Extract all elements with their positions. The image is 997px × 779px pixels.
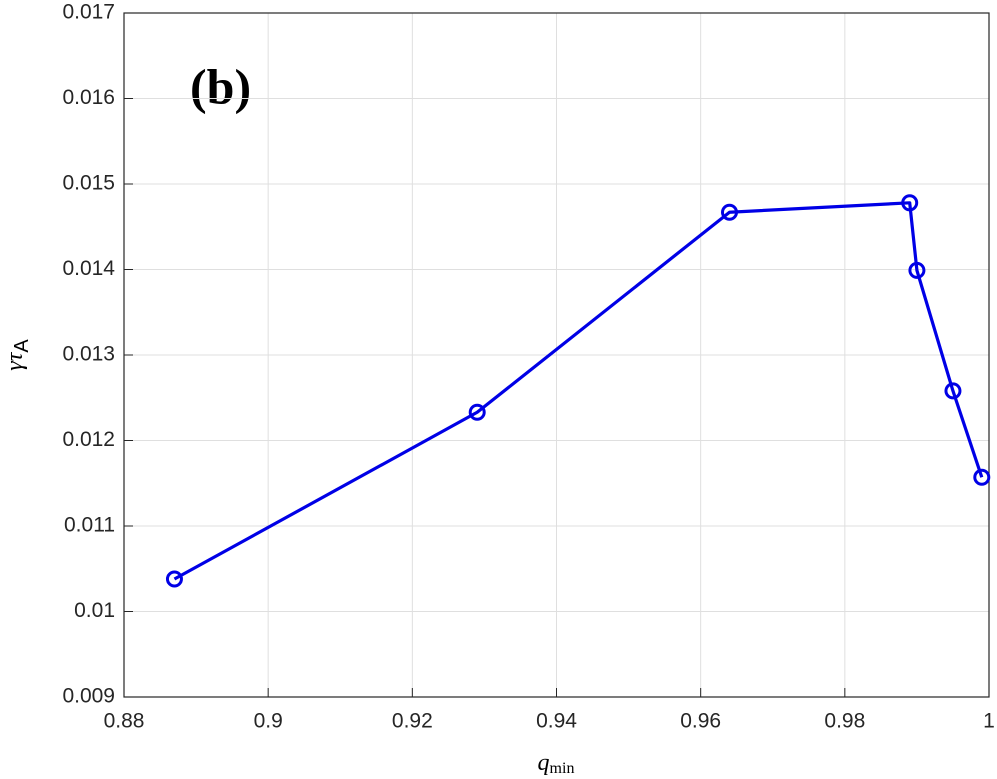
y-label-sub: A bbox=[11, 339, 33, 353]
x-label-sub: min bbox=[550, 760, 575, 777]
data-marker bbox=[908, 261, 926, 279]
y-tick-label: 0.01 bbox=[74, 599, 115, 622]
panel-label: (b) bbox=[190, 58, 251, 114]
x-tick-label: 0.98 bbox=[824, 710, 865, 733]
y-tick-label: 0.009 bbox=[62, 685, 115, 708]
y-tick-label: 0.016 bbox=[62, 86, 115, 109]
plot-frame bbox=[123, 12, 990, 698]
y-axis-label: γτA bbox=[2, 339, 34, 371]
x-tick-label: 0.92 bbox=[392, 710, 433, 733]
y-tick-label: 0.012 bbox=[62, 428, 115, 451]
data-marker bbox=[721, 203, 738, 221]
data-marker bbox=[165, 570, 183, 588]
x-axis-label: qmin bbox=[538, 750, 575, 777]
y-tick-label: 0.013 bbox=[62, 343, 115, 366]
y-tick-label: 0.011 bbox=[64, 514, 115, 537]
y-tick-label: 0.014 bbox=[62, 257, 115, 280]
x-tick-label: 0.88 bbox=[104, 710, 145, 733]
data-marker bbox=[973, 468, 991, 486]
data-marker bbox=[944, 382, 962, 400]
data-marker bbox=[468, 403, 486, 421]
x-label-main: q bbox=[538, 750, 550, 776]
x-tick-label: 0.94 bbox=[536, 710, 577, 733]
x-tick-label: 1 bbox=[983, 710, 995, 733]
x-tick-label: 0.96 bbox=[680, 710, 721, 733]
y-tick-label: 0.017 bbox=[62, 1, 115, 24]
data-line bbox=[173, 201, 984, 581]
y-label-main: γτ bbox=[2, 351, 28, 370]
x-tick-label: 0.9 bbox=[254, 710, 283, 733]
y-tick-label: 0.015 bbox=[62, 172, 115, 195]
data-marker bbox=[901, 194, 919, 212]
